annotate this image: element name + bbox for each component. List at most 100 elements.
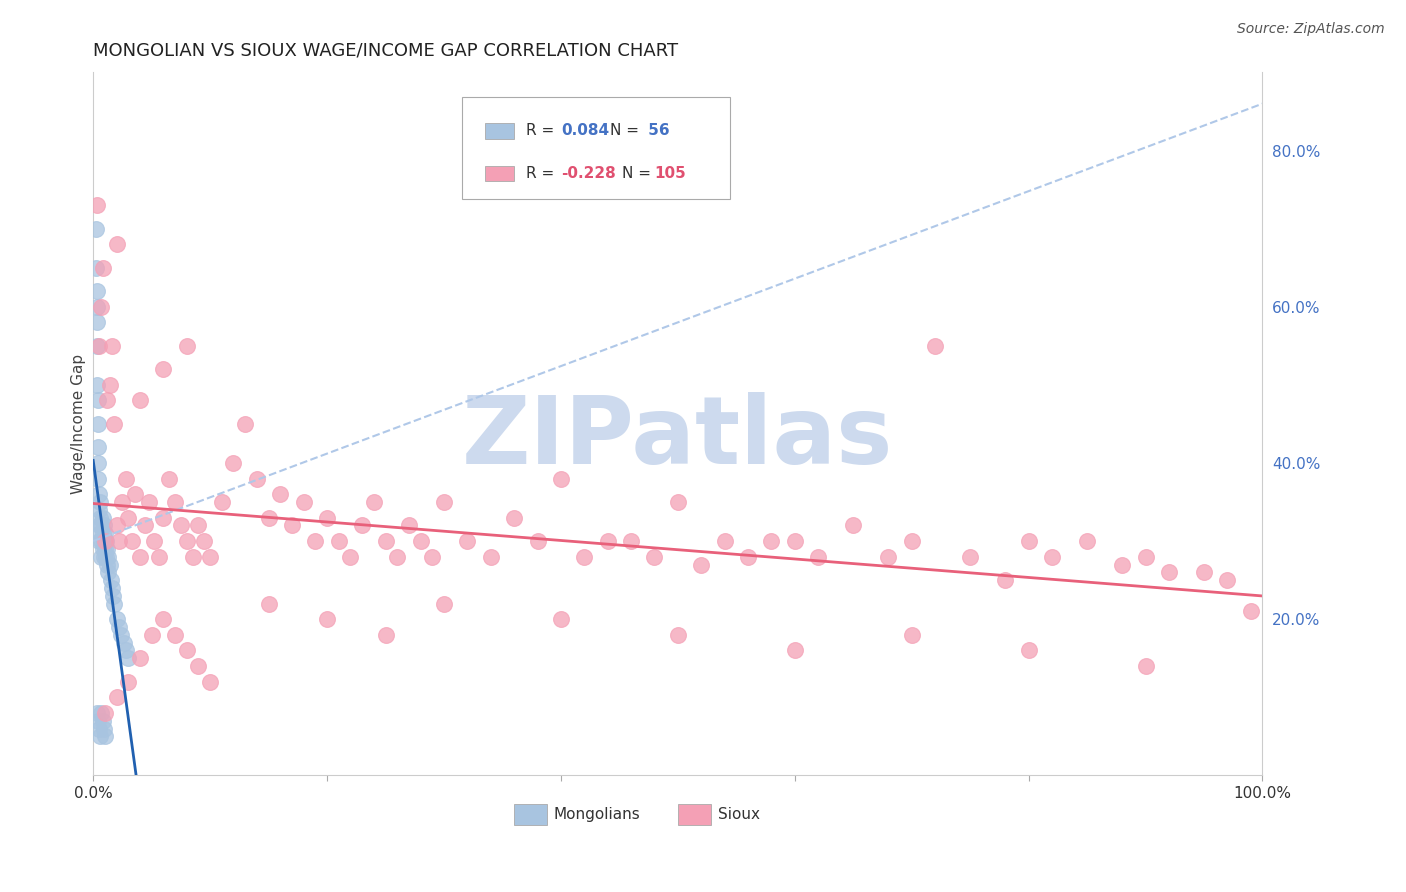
Point	[269, 487, 291, 501]
Point	[129, 549, 152, 564]
Point	[91, 260, 114, 275]
Point	[398, 518, 420, 533]
Point	[98, 377, 121, 392]
Point	[93, 534, 115, 549]
Point	[433, 495, 456, 509]
Point	[100, 573, 122, 587]
Point	[148, 549, 170, 564]
Point	[666, 628, 689, 642]
Point	[187, 518, 209, 533]
Point	[93, 722, 115, 736]
Point	[550, 472, 572, 486]
Point	[89, 526, 111, 541]
Point	[620, 534, 643, 549]
Point	[86, 339, 108, 353]
Point	[129, 393, 152, 408]
Point	[84, 221, 107, 235]
Point	[176, 643, 198, 657]
Point	[94, 549, 117, 564]
Point	[1135, 659, 1157, 673]
Point	[900, 628, 922, 642]
Point	[316, 612, 339, 626]
Text: N =: N =	[610, 123, 644, 138]
Point	[409, 534, 432, 549]
Point	[783, 534, 806, 549]
Point	[90, 300, 112, 314]
Point	[87, 393, 110, 408]
Point	[87, 441, 110, 455]
Point	[86, 300, 108, 314]
Text: 56: 56	[643, 123, 669, 138]
Text: ZIPatlas: ZIPatlas	[463, 392, 894, 484]
Point	[89, 730, 111, 744]
Point	[170, 518, 193, 533]
Point	[86, 198, 108, 212]
Text: -0.228: -0.228	[561, 166, 616, 181]
Point	[713, 534, 735, 549]
Point	[479, 549, 502, 564]
Point	[141, 628, 163, 642]
Point	[1157, 566, 1180, 580]
Point	[89, 495, 111, 509]
Point	[1240, 604, 1263, 618]
Point	[129, 651, 152, 665]
Point	[352, 518, 374, 533]
Point	[1111, 558, 1133, 572]
Bar	[678, 804, 710, 824]
Y-axis label: Wage/Income Gap: Wage/Income Gap	[72, 354, 86, 494]
Point	[87, 487, 110, 501]
Point	[550, 612, 572, 626]
Point	[138, 495, 160, 509]
Point	[643, 549, 665, 564]
Point	[94, 706, 117, 720]
Point	[96, 558, 118, 572]
Point	[877, 549, 900, 564]
Text: 0.084: 0.084	[561, 123, 609, 138]
Point	[222, 456, 245, 470]
Point	[433, 597, 456, 611]
Point	[105, 237, 128, 252]
Point	[807, 549, 830, 564]
Point	[94, 541, 117, 556]
Point	[96, 541, 118, 556]
Point	[117, 510, 139, 524]
Point	[246, 472, 269, 486]
Text: N =: N =	[621, 166, 655, 181]
Point	[87, 339, 110, 353]
Point	[596, 534, 619, 549]
Point	[574, 549, 596, 564]
Point	[86, 377, 108, 392]
Point	[96, 393, 118, 408]
Point	[374, 628, 396, 642]
Point	[257, 597, 280, 611]
Point	[110, 628, 132, 642]
Point	[134, 518, 156, 533]
Point	[363, 495, 385, 509]
Point	[690, 558, 713, 572]
Point	[304, 534, 326, 549]
Point	[666, 495, 689, 509]
Point	[387, 549, 409, 564]
Point	[121, 534, 143, 549]
Point	[1018, 534, 1040, 549]
Point	[94, 526, 117, 541]
Point	[108, 620, 131, 634]
Text: Mongolians: Mongolians	[554, 806, 641, 822]
Point	[233, 417, 256, 431]
Bar	[515, 804, 547, 824]
Point	[152, 612, 174, 626]
Point	[97, 549, 120, 564]
Point	[152, 362, 174, 376]
Point	[292, 495, 315, 509]
Point	[111, 495, 134, 509]
Point	[339, 549, 361, 564]
Point	[86, 284, 108, 298]
Point	[93, 549, 115, 564]
Point	[87, 518, 110, 533]
Point	[420, 549, 443, 564]
Point	[456, 534, 478, 549]
Point	[112, 635, 135, 649]
Point	[198, 674, 221, 689]
Point	[97, 566, 120, 580]
Point	[93, 518, 115, 533]
